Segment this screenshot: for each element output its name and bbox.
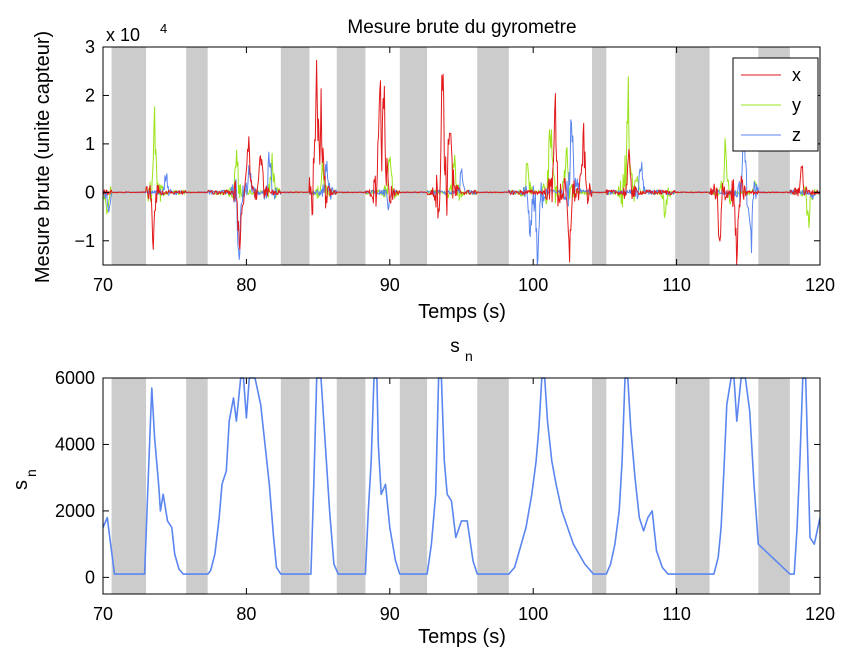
bottom-x-ticks: 70 80 90 100 110 120 [93,378,835,624]
bottom-y-axis-label: s n [10,469,39,490]
shaded-band [399,378,428,594]
bottom-chart-title: s n [450,336,473,364]
shaded-band [111,47,147,265]
top-series-lines [102,59,821,266]
top-legend: xyz [732,57,819,152]
top-chart-title: Mesure brute du gyrometre [347,17,576,38]
y-tick-label: 0 [85,182,95,202]
x-tick-label: 70 [93,604,113,624]
x-tick-label: 110 [662,604,691,624]
shaded-band [186,378,208,594]
bottom-shaded-bands [111,378,790,594]
x-tick-label: 100 [518,275,548,295]
x-tick-label: 100 [518,604,548,624]
shaded-band [477,47,509,265]
top-shaded-bands [111,47,790,265]
x-tick-label: 110 [662,275,691,295]
bottom-chart: s n 70 80 90 100 110 120 0 2000 4000 6000 Temps … [10,336,835,648]
legend-label-y: y [792,95,801,115]
shaded-band [675,47,710,265]
x-tick-label: 120 [805,275,835,295]
x-tick-label: 80 [236,604,256,624]
y-tick-label: 4000 [55,434,95,454]
y-tick-label: 2000 [55,501,95,521]
x-tick-label: 80 [236,275,256,295]
shaded-band [675,378,710,594]
bottom-x-axis-label: Temps (s) [418,626,506,648]
y-tick-label: −1 [74,231,95,251]
y-multiplier-base: x 10 [106,25,140,45]
top-y-ticks: −1 0 1 2 3 [74,37,820,251]
series-y-line [102,76,821,229]
bottom-ylabel-base: s [10,480,32,490]
y-tick-label: 6000 [55,368,95,388]
y-tick-label: 1 [85,134,95,154]
shaded-band [591,47,607,265]
shaded-band [280,378,310,594]
bottom-plot-frame [102,377,821,595]
x-tick-label: 70 [93,275,113,295]
shaded-band [399,47,428,265]
top-x-ticks: 70 80 90 100 110 120 [93,47,835,295]
top-plot-frame [102,46,821,266]
shaded-band [111,378,147,594]
shaded-band [477,378,509,594]
bottom-title-base: s [450,336,460,357]
x-tick-label: 120 [805,604,835,624]
top-chart: Mesure brute du gyrometre x 10 4 70 80 90 1… [32,17,835,323]
shaded-band [186,47,208,265]
bottom-ylabel-subscript: n [23,469,39,477]
series-x-line [102,59,821,266]
y-tick-label: 2 [85,85,95,105]
bottom-title-subscript: n [465,348,473,364]
y-tick-label: 3 [85,37,95,57]
x-tick-label: 90 [380,275,400,295]
top-y-axis-label: Mesure brute (unite capteur) [32,31,54,283]
legend-label-z: z [792,125,801,145]
y-tick-label: 0 [85,567,95,587]
shaded-band [336,378,366,594]
y-multiplier: x 10 4 [106,21,167,45]
bottom-y-ticks: 0 2000 4000 6000 [55,368,820,587]
shaded-band [591,378,607,594]
shaded-band [758,378,790,594]
x-tick-label: 90 [380,604,400,624]
shaded-band [336,47,366,265]
top-x-axis-label: Temps (s) [418,301,506,323]
legend-label-x: x [792,65,801,85]
y-multiplier-exponent: 4 [160,21,167,36]
sn-series-line [102,377,821,575]
shaded-band [280,47,310,265]
